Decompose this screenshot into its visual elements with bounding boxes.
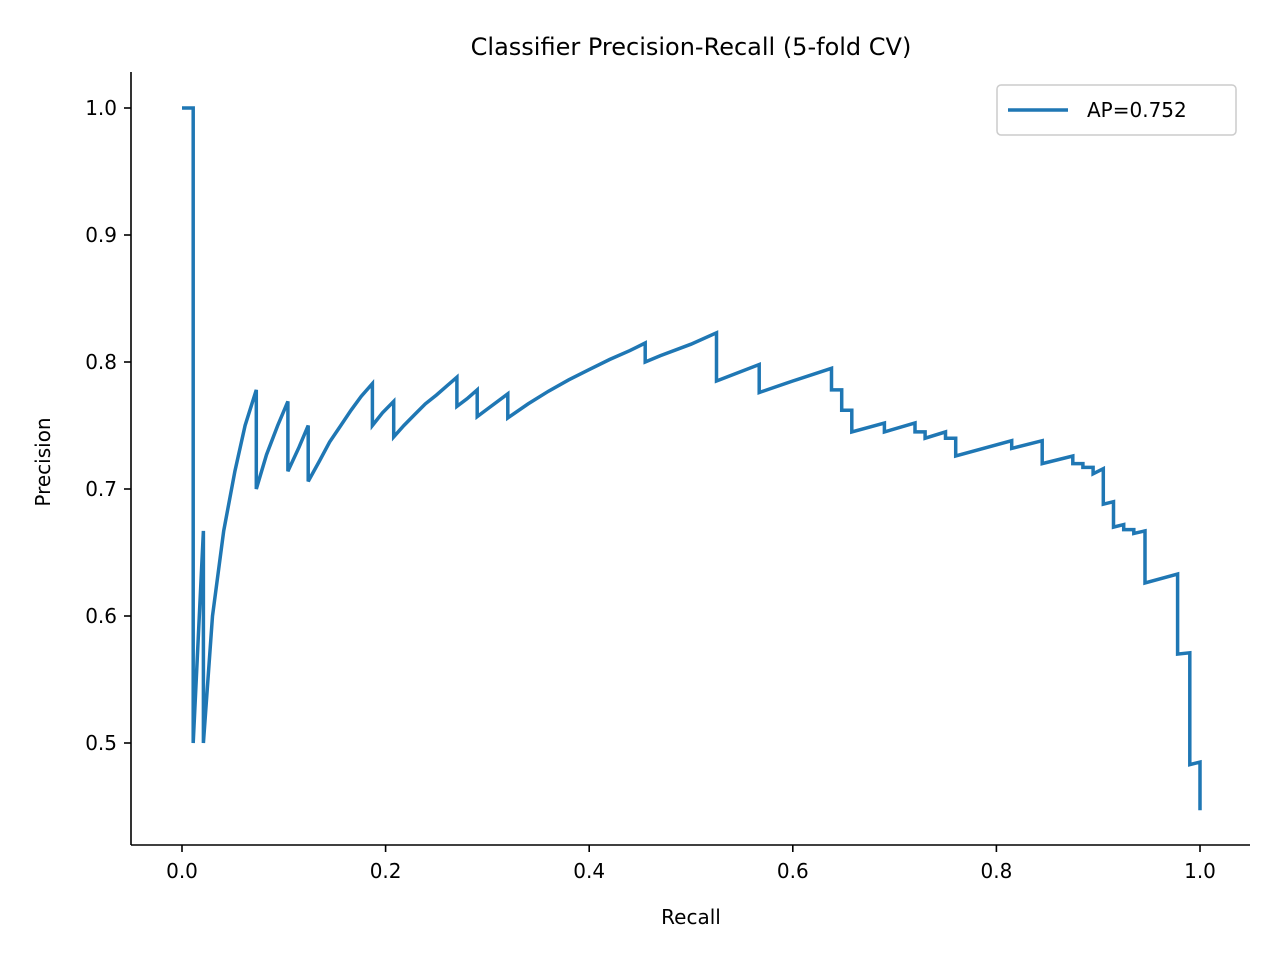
y-tick-label: 0.5	[85, 731, 117, 755]
x-tick-label: 0.6	[777, 859, 809, 883]
y-axis-label: Precision	[31, 417, 55, 506]
legend-label: AP=0.752	[1087, 98, 1187, 122]
y-tick-label: 0.9	[85, 223, 117, 247]
chart-title: Classifier Precision-Recall (5-fold CV)	[471, 33, 912, 61]
x-tick-label: 0.2	[370, 859, 402, 883]
y-tick-label: 0.6	[85, 604, 117, 628]
x-tick-label: 1.0	[1184, 859, 1216, 883]
x-axis-label: Recall	[661, 905, 721, 929]
y-tick-label: 0.8	[85, 350, 117, 374]
y-ticks: 0.5 0.6 0.7 0.8 0.9 1.0	[85, 96, 131, 755]
legend-box	[996, 84, 1237, 136]
plot-area: 0.0 0.2 0.4 0.6 0.8 1.0 0.5 0.6 0.7 0.8 0.9 1.0	[85, 72, 1250, 883]
x-tick-label: 0.8	[980, 859, 1012, 883]
x-tick-label: 0.0	[166, 859, 198, 883]
x-ticks: 0.0 0.2 0.4 0.6 0.8 1.0	[166, 845, 1216, 883]
legend: AP=0.752	[996, 84, 1237, 136]
series-line-0	[182, 106, 1202, 811]
y-tick-label: 1.0	[85, 96, 117, 120]
y-tick-label: 0.7	[85, 477, 117, 501]
series-layer	[182, 106, 1202, 811]
x-tick-label: 0.4	[573, 859, 605, 883]
